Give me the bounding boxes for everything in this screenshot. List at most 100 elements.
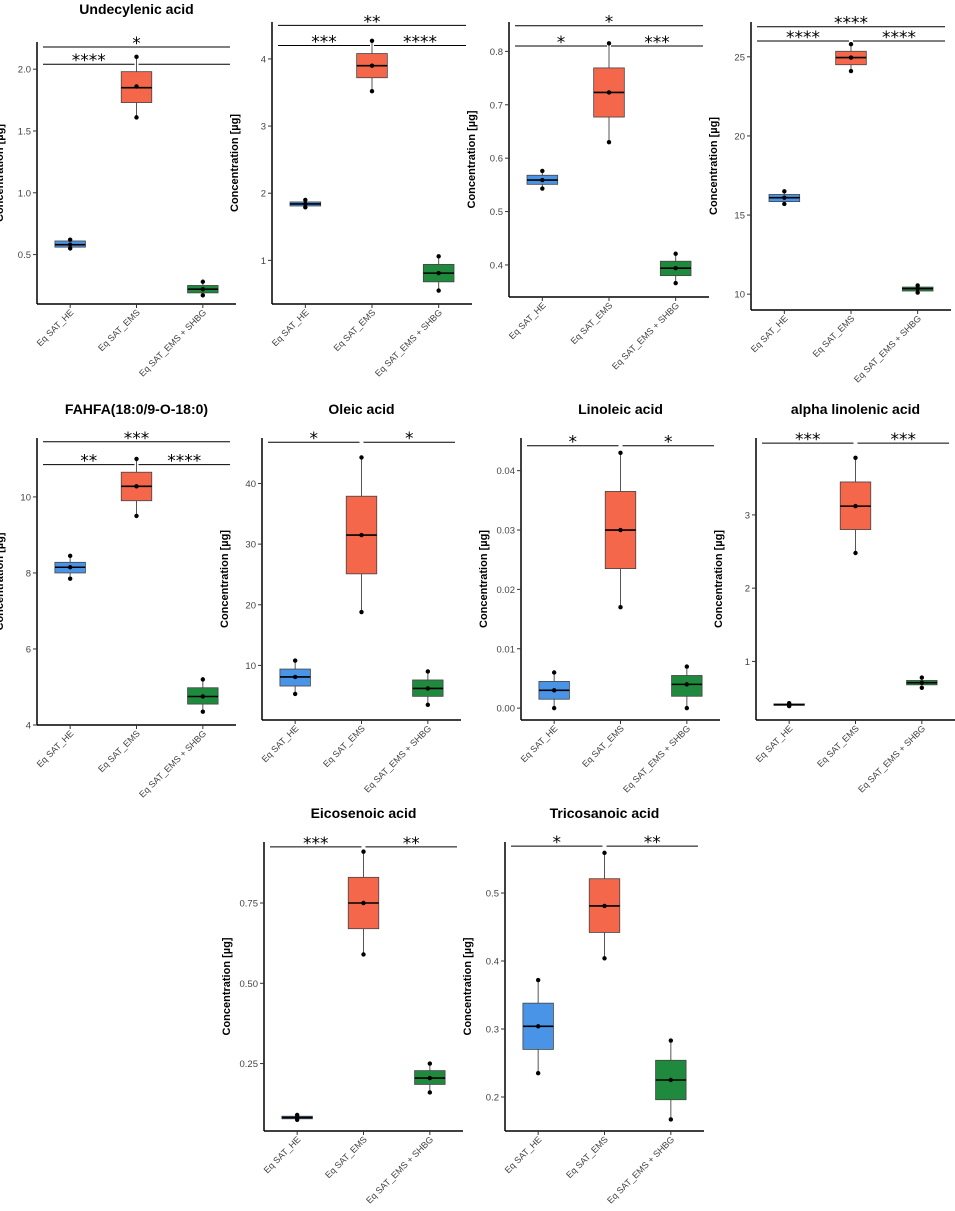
box-0 xyxy=(289,197,322,210)
chart-title: Linoleic acid xyxy=(578,401,663,417)
data-point xyxy=(361,900,366,906)
chart-svg: alpha linolenic acid Concentration [µg] 1 2… xyxy=(713,401,955,794)
x-tick-label: Eq SAT_HE xyxy=(519,723,560,764)
x-tick-label: Eq SAT_EMS + SHBG xyxy=(610,300,681,371)
chart-svg: Linoleic acid Concentration [µg] 0.00 0.01 0… xyxy=(478,401,720,794)
data-point xyxy=(361,849,366,854)
y-tick-label: 0.2 xyxy=(486,1093,499,1104)
chart-svg: Undecylenic acid Concentration [µg] 0.5 1.0… xyxy=(0,1,236,378)
data-point xyxy=(200,694,206,699)
y-tick-label: 20 xyxy=(245,600,256,611)
data-point xyxy=(436,288,441,293)
data-point xyxy=(292,658,298,663)
x-tick-label: Eq SAT_EMS + SHBG xyxy=(621,723,692,794)
box-1 xyxy=(835,41,867,74)
x-tick-label: Eq SAT_EMS + SHBG xyxy=(605,1134,676,1205)
chart-svg: FAHFA(18:0/9-O-18:0) Concentration [µg] 4 6… xyxy=(0,401,236,799)
data-point xyxy=(853,455,858,460)
data-point xyxy=(919,680,925,685)
y-axis-label: Concentration [µg] xyxy=(0,124,6,222)
data-point xyxy=(67,553,73,559)
box-1 xyxy=(839,455,872,556)
data-point xyxy=(618,527,623,533)
data-point xyxy=(540,177,545,183)
significance-label: * xyxy=(132,34,141,54)
data-point xyxy=(551,688,557,693)
data-point xyxy=(303,197,308,203)
y-tick-label: 0.00 xyxy=(497,704,516,715)
x-tick-label: Eq SAT_HE xyxy=(749,313,790,354)
data-point xyxy=(369,38,375,43)
data-point xyxy=(602,903,607,909)
y-axis-label: Concentration [µg] xyxy=(478,530,490,628)
x-tick-label: Eq SAT_EMS xyxy=(811,313,857,359)
x-tick-label: Eq SAT_EMS xyxy=(323,1134,369,1180)
significance-label: ** xyxy=(80,452,97,472)
data-point xyxy=(673,265,678,271)
data-point xyxy=(369,63,375,68)
y-axis-label: Concentration [µg] xyxy=(219,530,231,628)
box-0 xyxy=(54,237,86,251)
box-2 xyxy=(901,283,934,295)
data-point xyxy=(67,237,73,242)
box-1 xyxy=(347,849,380,957)
x-tick-label: Eq SAT_EMS + SHBG xyxy=(856,723,927,794)
y-tick-label: 25 xyxy=(734,52,745,63)
data-point xyxy=(67,565,73,570)
significance-label: *** xyxy=(303,834,329,854)
data-point xyxy=(919,675,925,680)
y-tick-label: 6 xyxy=(26,644,31,655)
significance-label: ** xyxy=(364,12,381,32)
data-point xyxy=(618,450,623,456)
x-tick-label: Eq SAT_HE xyxy=(262,1134,303,1175)
x-tick-label: Eq SAT_HE xyxy=(754,723,795,764)
data-point xyxy=(425,669,431,674)
y-tick-label: 0.25 xyxy=(240,1059,259,1070)
data-point xyxy=(848,68,854,74)
data-point xyxy=(134,456,139,462)
box-2 xyxy=(659,251,692,286)
data-point xyxy=(200,293,206,298)
data-point xyxy=(134,484,139,489)
y-tick-label: 0.5 xyxy=(486,889,499,900)
data-point xyxy=(134,54,139,60)
x-tick-label: Eq SAT_EMS + SHBG xyxy=(364,1134,435,1205)
y-tick-label: 0.4 xyxy=(486,957,499,968)
data-point xyxy=(606,41,612,46)
y-axis-label: Concentration [µg] xyxy=(229,114,241,212)
y-tick-label: 0.5 xyxy=(18,250,31,261)
data-point xyxy=(436,270,441,276)
y-tick-label: 0.04 xyxy=(497,466,516,477)
significance-label: ** xyxy=(403,834,420,854)
box-0 xyxy=(538,670,570,711)
data-point xyxy=(668,1077,674,1083)
significance-label: * xyxy=(557,33,566,53)
box-2 xyxy=(414,1061,446,1095)
data-point xyxy=(551,705,557,711)
chart-panel-fahfa: FAHFA(18:0/9-O-18:0) Concentration [µg] 4 6… xyxy=(0,401,238,817)
significance-label: * xyxy=(553,833,562,853)
chart-panel-methyl-dodecanoate: Methyl dodecanoateConcentration [µg]1234… xyxy=(229,0,476,400)
y-tick-label: 2.0 xyxy=(18,65,31,76)
y-tick-label: 1 xyxy=(261,256,266,267)
data-point xyxy=(359,532,364,538)
chart-svg: Tricosanoic acid Concentration [µg] 0.2 0.3… xyxy=(462,805,704,1205)
significance-label: * xyxy=(569,433,578,453)
y-tick-label: 40 xyxy=(245,479,256,490)
y-tick-label: 2 xyxy=(261,189,266,200)
x-tick-label: Eq SAT_EMS + SHBG xyxy=(137,728,208,799)
data-point xyxy=(848,55,854,60)
y-tick-label: 1.5 xyxy=(18,126,31,137)
significance-label: **** xyxy=(403,33,437,53)
data-point xyxy=(294,1112,300,1118)
x-tick-label: Eq SAT_EMS xyxy=(815,723,861,769)
chart-svg: Oleic acid Concentration [µg] 10 20 30 40 Eq S… xyxy=(219,401,461,794)
data-point xyxy=(535,1071,541,1076)
box-2 xyxy=(906,675,938,690)
data-point xyxy=(369,88,375,94)
box-0 xyxy=(773,700,805,709)
significance-label: *** xyxy=(644,33,670,53)
significance-label: * xyxy=(664,433,673,453)
x-tick-label: Eq SAT_HE xyxy=(270,307,311,348)
